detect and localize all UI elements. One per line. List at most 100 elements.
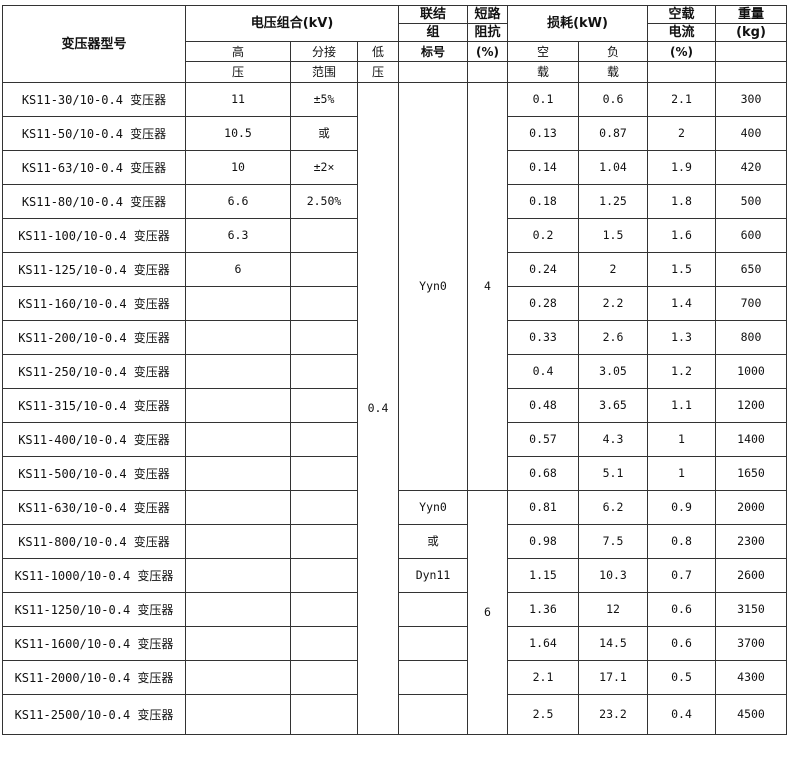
table-row: KS11-100/10-0.4 变压器 6.3 0.2 1.5 1.6 600 (2, 218, 788, 253)
load-loss-cell: 1.5 (578, 218, 649, 253)
noload-loss-cell: 0.13 (507, 116, 580, 151)
load-loss-cell: 10.3 (578, 558, 649, 593)
connection-cell (398, 592, 469, 627)
model-cell: KS11-80/10-0.4 变压器 (2, 184, 186, 219)
table-row: KS11-250/10-0.4 变压器 0.4 3.05 1.2 1000 (2, 354, 788, 389)
connection-cell (398, 626, 469, 661)
connection-cell: Dyn11 (398, 558, 469, 593)
table-row: KS11-160/10-0.4 变压器 0.28 2.2 1.4 700 (2, 286, 788, 321)
tap-range-cell (290, 660, 358, 695)
model-cell: KS11-1600/10-0.4 变压器 (2, 626, 186, 661)
table-row: KS11-400/10-0.4 变压器 0.57 4.3 1 1400 (2, 422, 788, 457)
noload-current-cell: 1.9 (647, 150, 717, 185)
model-cell: KS11-1250/10-0.4 变压器 (2, 592, 186, 627)
high-voltage-cell (185, 660, 291, 695)
load-loss-cell: 4.3 (578, 422, 649, 457)
high-voltage-cell (185, 422, 291, 457)
impedance-cell: 6 (467, 490, 509, 735)
noload-current-cell: 1.5 (647, 252, 717, 287)
header-load: 负 (578, 41, 649, 62)
header-loss: 损耗(kW) (507, 5, 649, 42)
high-voltage-cell: 10.5 (185, 116, 291, 151)
noload-current-cell: 1 (647, 456, 717, 491)
high-voltage-cell: 6.6 (185, 184, 291, 219)
weight-cell: 1200 (715, 388, 788, 423)
weight-cell: 2600 (715, 558, 788, 593)
header-impedance-unit: (%) (467, 41, 509, 62)
tap-range-cell: 或 (290, 116, 358, 151)
noload-loss-cell: 0.68 (507, 456, 580, 491)
header-voltage-group: 电压组合(kV) (184, 5, 400, 42)
load-loss-cell: 1.25 (578, 184, 649, 219)
model-cell: KS11-200/10-0.4 变压器 (2, 320, 186, 355)
header-tap: 分接 (290, 41, 358, 62)
weight-cell: 700 (715, 286, 788, 321)
weight-cell: 1400 (715, 422, 788, 457)
weight-cell: 800 (715, 320, 788, 355)
high-voltage-cell (185, 524, 291, 559)
noload-current-cell: 0.4 (647, 694, 717, 735)
impedance-cell: 4 (467, 82, 509, 491)
header-empty (715, 61, 788, 83)
high-voltage-cell: 10 (185, 150, 291, 185)
tap-range-cell (290, 558, 358, 593)
header-current-2: 电流 (647, 23, 717, 42)
header-low-2: 压 (356, 61, 400, 83)
load-loss-cell: 3.65 (578, 388, 649, 423)
high-voltage-cell (185, 354, 291, 389)
weight-cell: 2300 (715, 524, 788, 559)
high-voltage-cell (185, 320, 291, 355)
high-voltage-cell: 11 (185, 82, 291, 117)
noload-loss-cell: 0.28 (507, 286, 580, 321)
weight-cell: 500 (715, 184, 788, 219)
high-voltage-cell (185, 694, 291, 735)
tap-range-cell (290, 524, 358, 559)
header-connection-2: 组 (398, 23, 469, 42)
noload-loss-cell: 0.1 (507, 82, 580, 117)
header-weight: 重量 (715, 5, 788, 24)
noload-loss-cell: 0.81 (507, 490, 580, 525)
noload-loss-cell: 2.1 (507, 660, 580, 695)
model-cell: KS11-400/10-0.4 变压器 (2, 422, 186, 457)
high-voltage-cell (185, 456, 291, 491)
header-weight-unit: (kg) (715, 23, 788, 42)
tap-range-cell (290, 286, 358, 321)
tap-range-cell (290, 320, 358, 355)
high-voltage-cell: 6 (185, 252, 291, 287)
noload-loss-cell: 0.4 (507, 354, 580, 389)
noload-loss-cell: 1.64 (507, 626, 580, 661)
tap-range-cell (290, 694, 358, 735)
header-impedance: 短路 (467, 5, 509, 24)
load-loss-cell: 2.2 (578, 286, 649, 321)
model-cell: KS11-100/10-0.4 变压器 (2, 218, 186, 253)
tap-range-cell: ±2× (290, 150, 358, 185)
tap-range-cell (290, 490, 358, 525)
header-tap-2: 范围 (290, 61, 358, 83)
weight-cell: 1650 (715, 456, 788, 491)
load-loss-cell: 2 (578, 252, 649, 287)
load-loss-cell: 3.05 (578, 354, 649, 389)
noload-current-cell: 0.6 (647, 626, 717, 661)
load-loss-cell: 1.04 (578, 150, 649, 185)
weight-cell: 300 (715, 82, 788, 117)
noload-loss-cell: 0.18 (507, 184, 580, 219)
tap-range-cell (290, 388, 358, 423)
connection-cell: Yyn0 (398, 490, 469, 525)
tap-range-cell: ±5% (290, 82, 358, 117)
header-load-2: 载 (578, 61, 649, 83)
load-loss-cell: 17.1 (578, 660, 649, 695)
low-voltage-cell: 0.4 (356, 82, 400, 735)
noload-loss-cell: 0.57 (507, 422, 580, 457)
load-loss-cell: 2.6 (578, 320, 649, 355)
weight-cell: 3150 (715, 592, 788, 627)
tap-range-cell (290, 456, 358, 491)
header-noload-2: 载 (507, 61, 580, 83)
noload-loss-cell: 0.2 (507, 218, 580, 253)
header-empty (647, 61, 717, 83)
table-row: KS11-2000/10-0.4 变压器 2.1 17.1 0.5 4300 (2, 660, 788, 695)
table-row: KS11-1000/10-0.4 变压器 Dyn11 1.15 10.3 0.7 2600 (2, 558, 788, 593)
noload-current-cell: 2.1 (647, 82, 717, 117)
tap-range-cell (290, 422, 358, 457)
model-cell: KS11-630/10-0.4 变压器 (2, 490, 186, 525)
noload-current-cell: 0.5 (647, 660, 717, 695)
